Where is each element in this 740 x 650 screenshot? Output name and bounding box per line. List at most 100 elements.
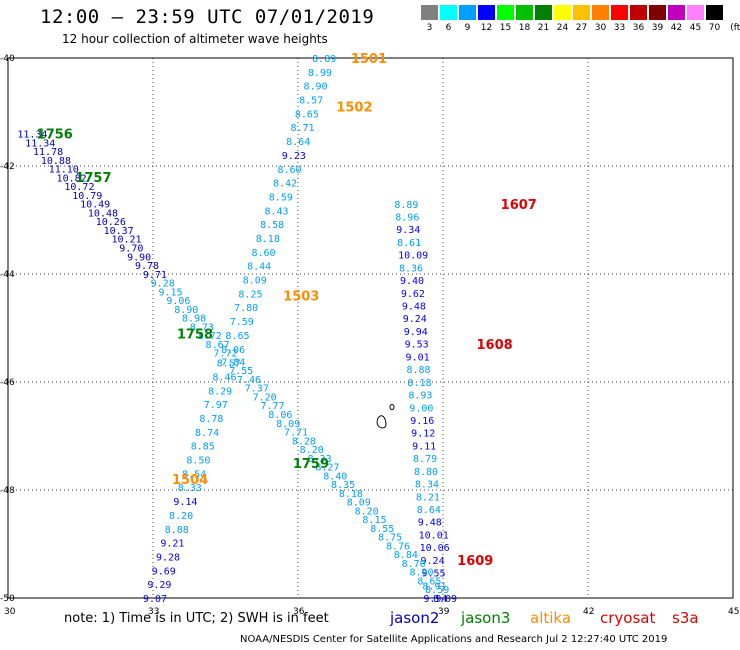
legend-swatch-label: 30 xyxy=(594,23,607,33)
wave-height-value: 7.55 xyxy=(229,366,253,377)
lat-tick-label: -40 xyxy=(0,54,15,64)
wave-height-value: 8.70 xyxy=(402,559,426,570)
legend-swatch xyxy=(630,5,647,20)
lat-tick-label: -48 xyxy=(0,486,15,496)
wave-height-value: 9.24 xyxy=(403,314,427,325)
island-outline xyxy=(389,404,395,410)
wave-height-value: 8.93 xyxy=(408,391,432,402)
legend-s3a: s3a xyxy=(672,609,699,627)
wave-height-value: 10.09 xyxy=(398,251,428,262)
wave-height-value: 8.57 xyxy=(299,96,323,107)
legend-swatch-label: 18 xyxy=(518,23,531,33)
wave-height-value: 8.33 xyxy=(308,454,332,465)
wave-height-value: 7.37 xyxy=(245,384,269,395)
wave-height-value: 8.71 xyxy=(290,123,314,134)
wave-height-value: 9.15 xyxy=(159,287,183,298)
wave-height-value: 10.06 xyxy=(420,543,450,554)
wave-height-value: 9.06 xyxy=(166,296,190,307)
lon-tick-label: 30 xyxy=(4,607,16,617)
wave-height-value: 9.34 xyxy=(396,225,420,236)
legend-jason3: jason3 xyxy=(461,609,511,627)
legend-swatch-label: 6 xyxy=(445,23,452,33)
wave-height-value: 9.48 xyxy=(402,302,426,313)
pass-time-label: 1757 xyxy=(75,171,111,186)
legend-jason2: jason2 xyxy=(390,609,440,627)
legend-swatch xyxy=(421,5,438,20)
wave-height-value: 8.36 xyxy=(399,263,423,274)
wave-height-value: 8.78 xyxy=(199,414,223,425)
wave-height-value: 9.29 xyxy=(147,580,171,591)
wave-height-value: 7.20 xyxy=(253,392,277,403)
legend-swatch-label: 27 xyxy=(575,23,588,33)
wave-height-value: 8.20 xyxy=(169,511,193,522)
wave-height-value: 10.72 xyxy=(64,182,94,193)
wave-height-value: 8.06 xyxy=(221,345,245,356)
legend-swatch xyxy=(516,5,533,20)
wave-height-value: 8.99 xyxy=(308,68,332,79)
wave-height-value: 8.61 xyxy=(397,238,421,249)
wave-height-value: 8.29 xyxy=(208,386,232,397)
wave-height-value: 9.78 xyxy=(135,261,159,272)
legend-swatch xyxy=(440,5,457,20)
wave-height-value: 9.69 xyxy=(152,566,176,577)
wave-height-value: 8.35 xyxy=(331,480,355,491)
wave-height-value: 8.90 xyxy=(174,305,198,316)
legend-swatch xyxy=(706,5,723,20)
wave-height-value: 8.59 xyxy=(425,585,449,596)
wave-height-value: 9.55 xyxy=(421,569,445,580)
wave-height-value: 8.91 xyxy=(422,581,446,592)
lon-tick-label: 36 xyxy=(293,607,305,617)
legend-swatch xyxy=(478,5,495,20)
wave-height-value: 8.25 xyxy=(238,289,262,300)
legend-swatch-label: 33 xyxy=(613,23,626,33)
legend-altika: altika xyxy=(530,609,572,627)
wave-height-value: 8.80 xyxy=(414,467,438,478)
wave-height-value: 8.09 xyxy=(347,498,371,509)
pass-time-label: 1503 xyxy=(283,290,319,305)
wave-height-value: 8.58 xyxy=(260,220,284,231)
wave-height-value: 8.98 xyxy=(182,314,206,325)
wave-height-value: 8.65 xyxy=(225,331,249,342)
legend-swatch xyxy=(554,5,571,20)
wave-height-value: 8.75 xyxy=(378,533,402,544)
wave-height-value: 9.71 xyxy=(143,270,167,281)
wave-height-value: 8.89 xyxy=(394,200,418,211)
wave-height-value: 9.23 xyxy=(282,151,306,162)
lat-tick-label: -46 xyxy=(0,378,15,388)
legend-swatch-label: 42 xyxy=(670,23,683,33)
wave-height-value: 9.70 xyxy=(119,244,143,255)
wave-height-value: 8.57 xyxy=(217,359,241,370)
legend-swatch-label: 70 xyxy=(708,23,721,33)
wave-height-value: 7.77 xyxy=(260,401,284,412)
legend-swatch xyxy=(687,5,704,20)
lon-tick-label: 42 xyxy=(583,607,594,617)
wave-height-value: 8.28 xyxy=(292,436,316,447)
wave-height-value: 11.78 xyxy=(33,147,63,158)
wave-height-value: 8.65 xyxy=(295,109,319,120)
wave-height-value: 8.33 xyxy=(178,483,202,494)
legend-swatch-label: 45 xyxy=(689,23,702,33)
legend-swatch xyxy=(497,5,514,20)
lon-tick-label: 33 xyxy=(148,607,159,617)
credit-line: NOAA/NESDIS Center for Satellite Applica… xyxy=(240,634,668,645)
wave-height-value: 8.76 xyxy=(386,541,410,552)
wave-height-value: 10.88 xyxy=(41,156,71,167)
wave-height-value: 9.90 xyxy=(127,252,151,263)
wave-height-value: 8.06 xyxy=(268,410,292,421)
wave-height-value: 9.28 xyxy=(151,279,175,290)
wave-height-value: 8.65 xyxy=(417,576,441,587)
lat-tick-label: -42 xyxy=(0,162,15,172)
wave-height-value: 8.60 xyxy=(277,165,301,176)
wave-height-value: 9.21 xyxy=(160,539,184,550)
wave-height-value: 9.01 xyxy=(406,352,430,363)
map-frame xyxy=(7,57,734,599)
wave-height-value: 8.79 xyxy=(413,454,437,465)
legend-swatch xyxy=(459,5,476,20)
wave-height-value: 9.94 xyxy=(423,594,447,605)
wave-height-value: 8.44 xyxy=(247,262,271,273)
legend-swatch-label: 39 xyxy=(651,23,664,33)
wave-height-value: 7.71 xyxy=(284,428,308,439)
wave-height-value: 8.73 xyxy=(190,322,214,333)
wave-height-value: 8.74 xyxy=(195,428,219,439)
island-outline xyxy=(376,415,387,429)
